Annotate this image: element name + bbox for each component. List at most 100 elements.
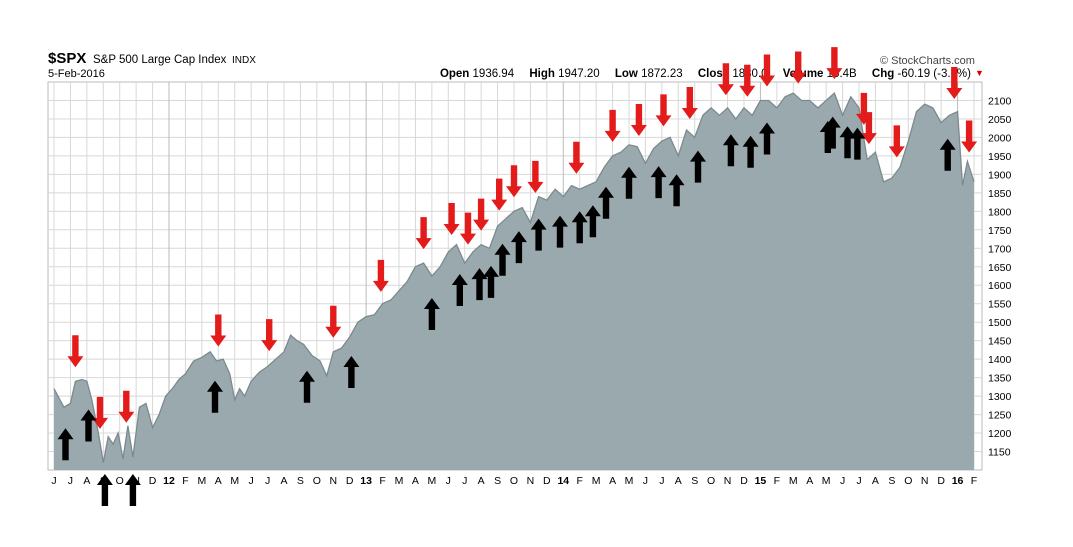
x-tick-label: A [872,475,879,487]
x-tick-label: J [643,475,648,487]
x-tick-label: J [462,475,467,487]
buy-arrow-icon [722,134,739,167]
x-tick-label: A [280,475,287,487]
buy-arrow-icon [621,166,637,199]
sell-arrow-icon [961,120,978,153]
buy-arrow-icon [650,166,667,199]
x-tick-label: S [494,475,501,487]
x-tick-label: J [68,475,73,487]
sell-arrow-icon [630,104,647,136]
sell-arrow-icon [888,125,905,158]
x-tick-label: S [888,475,895,487]
x-tick-label: O [116,475,124,487]
buy-arrow-icon [207,380,223,413]
buy-arrow-icon [471,268,488,301]
buy-arrow-icon [343,356,360,388]
x-tick-label: D [937,475,945,487]
close-label: Close [697,68,730,80]
y-tick-label: 1400 [988,354,1012,366]
x-tick-label: 16 [952,475,964,487]
sell-arrow-icon [739,64,756,97]
sell-arrow-icon [67,335,84,368]
x-tick-label: S [297,475,304,487]
x-tick-label: N [724,475,732,487]
sell-arrow-icon [717,63,734,96]
open-value: 1936.94 [472,68,515,80]
y-tick-label: 1550 [988,299,1012,311]
sell-arrow-icon [325,305,342,338]
price-line [53,91,975,463]
x-tick-label: D [149,475,157,487]
buy-arrow-icon [510,231,527,264]
y-tick-label: 2050 [988,114,1012,126]
sell-arrow-icon [506,165,522,198]
buy-arrow-icon [494,243,511,276]
sell-arrow-icon [655,94,672,127]
y-tick-label: 1900 [988,169,1012,181]
sell-arrow-icon [604,109,621,142]
sell-arrow-icon [473,198,490,231]
x-tick-label: J [265,475,270,487]
sell-arrow-icon [826,47,843,80]
chg-label: Chg [871,68,895,80]
x-tick-label: F [577,475,583,487]
sell-arrow-icon [210,314,227,347]
buy-arrow-icon [849,127,866,160]
buy-arrow-icon [423,298,440,330]
buy-arrow-icon [96,474,113,506]
x-tick-label: N [921,475,929,487]
sell-arrow-icon [527,160,544,193]
sell-arrow-icon [460,212,476,245]
chg-down-icon: ▼ [975,68,984,78]
y-tick-label: 1150 [988,447,1011,459]
buy-arrow-icon [483,265,499,298]
x-tick-label: F [379,475,385,487]
buy-arrow-icon [759,122,775,155]
y-axis: 1150 1200 1250 1300 1350 1400 1450 1500 1550 1600… [988,95,1012,458]
buy-arrow-icon [742,135,759,168]
x-tick-label: 14 [557,475,569,487]
buy-arrow-icon [584,205,601,238]
x-tick-label: J [856,475,861,487]
x-tick-label: D [543,475,551,487]
high-value: 1947.20 [558,68,600,80]
x-tick-label: D [740,475,748,487]
x-tick-label: A [478,475,485,487]
sell-arrow-icon [759,54,775,87]
y-tick-label: 1650 [988,262,1012,274]
x-tick-label: A [675,475,682,487]
x-tick-label: F [774,475,780,487]
x-tick-label: J [446,475,451,487]
x-tick-label: D [346,475,354,487]
sell-arrow-icon [681,87,698,119]
x-tick-label: A [609,475,616,487]
sell-arrow-icon [92,396,108,429]
x-tick-label: O [707,475,715,487]
x-tick-label: M [197,475,206,487]
x-tick-label: M [592,475,601,487]
buy-arrow-icon [824,116,841,149]
x-tick-label: 12 [163,475,175,487]
y-tick-label: 1300 [988,391,1012,403]
chart-date: 5-Feb-2016 [48,68,105,80]
sell-arrow-icon [372,259,389,292]
y-tick-label: 1800 [988,206,1012,218]
x-tick-label: A [806,475,813,487]
y-tick-label: 2000 [988,132,1012,144]
price-area [54,93,974,470]
buy-arrow-icon [552,215,568,248]
brand-label: © StockCharts.com [880,55,975,67]
x-tick-label: M [822,475,831,487]
y-tick-label: 1200 [988,428,1012,440]
x-tick-label: N [329,475,337,487]
buy-arrow-icon [299,370,315,403]
open-label: Open [439,68,470,80]
x-tick-label: A [412,475,419,487]
x-tick-label: J [51,475,56,487]
y-tick-label: 1450 [988,336,1012,348]
y-tick-label: 1600 [988,280,1012,292]
x-tick-label: M [789,475,798,487]
y-tick-label: 1950 [988,151,1012,163]
sell-arrow-icon [118,390,135,423]
